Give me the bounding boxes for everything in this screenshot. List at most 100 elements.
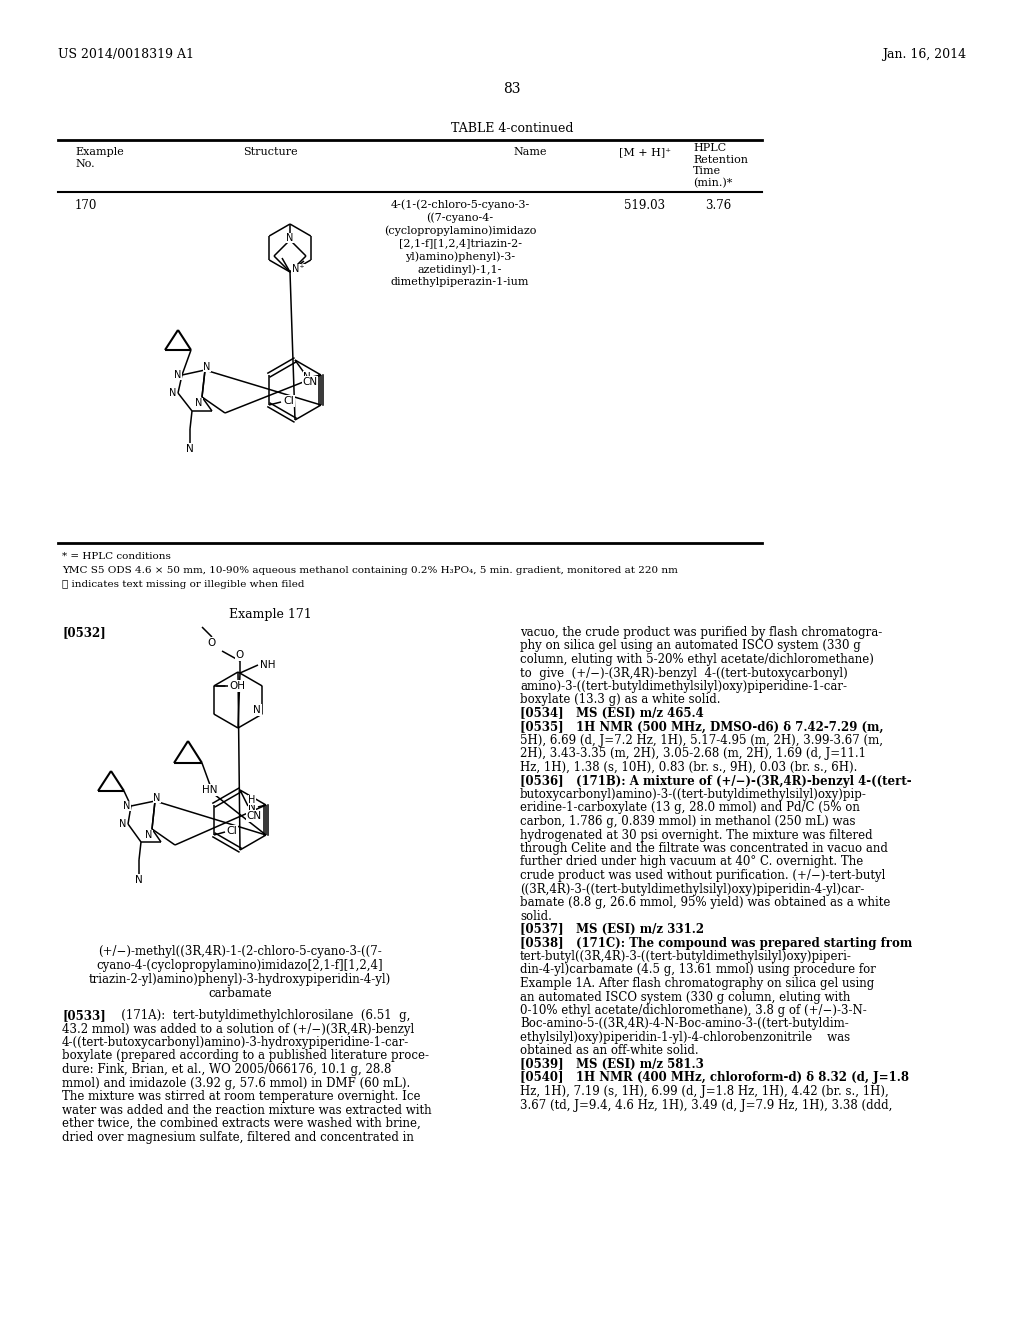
Text: [0539]   MS (ESI) m/z 581.3: [0539] MS (ESI) m/z 581.3 xyxy=(520,1059,703,1071)
Text: tert-butyl((3R,4R)-3-((tert-butyldimethylsilyl)oxy)piperi-: tert-butyl((3R,4R)-3-((tert-butyldimethy… xyxy=(520,950,852,964)
Text: yl)amino)phenyl)-3-: yl)amino)phenyl)-3- xyxy=(404,251,515,261)
Text: azetidinyl)-1,1-: azetidinyl)-1,1- xyxy=(418,264,502,275)
Text: Hz, 1H), 1.38 (s, 10H), 0.83 (br. s., 9H), 0.03 (br. s., 6H).: Hz, 1H), 1.38 (s, 10H), 0.83 (br. s., 9H… xyxy=(520,762,857,774)
Text: 5H), 6.69 (d, J=7.2 Hz, 1H), 5.17-4.95 (m, 2H), 3.99-3.67 (m,: 5H), 6.69 (d, J=7.2 Hz, 1H), 5.17-4.95 (… xyxy=(520,734,883,747)
Text: [M + H]⁺: [M + H]⁺ xyxy=(618,147,671,157)
Text: HPLC
Retention
Time
(min.)*: HPLC Retention Time (min.)* xyxy=(693,143,748,189)
Text: carbon, 1.786 g, 0.839 mmol) in methanol (250 mL) was: carbon, 1.786 g, 0.839 mmol) in methanol… xyxy=(520,814,855,828)
Text: US 2014/0018319 A1: US 2014/0018319 A1 xyxy=(58,48,194,61)
Text: further dried under high vacuum at 40° C. overnight. The: further dried under high vacuum at 40° C… xyxy=(520,855,863,869)
Text: cyano-4-(cyclopropylamino)imidazo[2,1-f][1,2,4]: cyano-4-(cyclopropylamino)imidazo[2,1-f]… xyxy=(96,960,383,972)
Text: 2H), 3.43-3.35 (m, 2H), 3.05-2.68 (m, 2H), 1.69 (d, J=11.1: 2H), 3.43-3.35 (m, 2H), 3.05-2.68 (m, 2H… xyxy=(520,747,866,760)
Text: [0535]   1H NMR (500 MHz, DMSO-d6) δ 7.42-7.29 (m,: [0535] 1H NMR (500 MHz, DMSO-d6) δ 7.42-… xyxy=(520,721,884,734)
Text: Hz, 1H), 7.19 (s, 1H), 6.99 (d, J=1.8 Hz, 1H), 4.42 (br. s., 1H),: Hz, 1H), 7.19 (s, 1H), 6.99 (d, J=1.8 Hz… xyxy=(520,1085,889,1098)
Text: (cyclopropylamino)imidazo: (cyclopropylamino)imidazo xyxy=(384,224,537,235)
Text: The mixture was stirred at room temperature overnight. Ice: The mixture was stirred at room temperat… xyxy=(62,1090,421,1104)
Text: Jan. 16, 2014: Jan. 16, 2014 xyxy=(882,48,966,61)
Text: an automated ISCO system (330 g column, eluting with: an automated ISCO system (330 g column, … xyxy=(520,990,850,1003)
Text: [0537]   MS (ESI) m/z 331.2: [0537] MS (ESI) m/z 331.2 xyxy=(520,923,705,936)
Text: butoxycarbonyl)amino)-3-((tert-butyldimethylsilyl)oxy)pip-: butoxycarbonyl)amino)-3-((tert-butyldime… xyxy=(520,788,867,801)
Text: Cl: Cl xyxy=(226,826,238,836)
Text: to  give  (+/−)-(3R,4R)-benzyl  4-((tert-butoxycarbonyl): to give (+/−)-(3R,4R)-benzyl 4-((tert-bu… xyxy=(520,667,848,680)
Text: N: N xyxy=(135,875,143,884)
Text: CN: CN xyxy=(302,378,317,387)
Text: N: N xyxy=(169,388,177,399)
Text: N: N xyxy=(154,793,161,803)
Text: N: N xyxy=(145,830,153,840)
Text: CN: CN xyxy=(247,810,261,821)
Text: mmol) and imidazole (3.92 g, 57.6 mmol) in DMF (60 mL).: mmol) and imidazole (3.92 g, 57.6 mmol) … xyxy=(62,1077,411,1089)
Text: 43.2 mmol) was added to a solution of (+/−)(3R,4R)-benzyl: 43.2 mmol) was added to a solution of (+… xyxy=(62,1023,415,1035)
Text: N: N xyxy=(287,234,294,243)
Text: dried over magnesium sulfate, filtered and concentrated in: dried over magnesium sulfate, filtered a… xyxy=(62,1130,414,1143)
Text: [0534]   MS (ESI) m/z 465.4: [0534] MS (ESI) m/z 465.4 xyxy=(520,708,703,719)
Text: O: O xyxy=(208,638,216,648)
Text: amino)-3-((tert-butyldimethylsilyl)oxy)piperidine-1-car-: amino)-3-((tert-butyldimethylsilyl)oxy)p… xyxy=(520,680,847,693)
Text: triazin-2-yl)amino)phenyl)-3-hydroxypiperidin-4-yl): triazin-2-yl)amino)phenyl)-3-hydroxypipe… xyxy=(89,973,391,986)
Text: OH: OH xyxy=(229,681,246,690)
Text: N: N xyxy=(186,444,194,454)
Text: TABLE 4-continued: TABLE 4-continued xyxy=(451,121,573,135)
Text: [2,1-f][1,2,4]triazin-2-: [2,1-f][1,2,4]triazin-2- xyxy=(398,238,521,248)
Text: N: N xyxy=(120,818,127,829)
Text: crude product was used without purification. (+/−)-tert-butyl: crude product was used without purificat… xyxy=(520,869,886,882)
Text: Name: Name xyxy=(513,147,547,157)
Text: [0533]: [0533] xyxy=(62,1008,105,1022)
Text: water was added and the reaction mixture was extracted with: water was added and the reaction mixture… xyxy=(62,1104,432,1117)
Text: (171A):  tert-butyldimethylchlorosilane  (6.51  g,: (171A): tert-butyldimethylchlorosilane (… xyxy=(110,1008,411,1022)
Text: [0538]   (171C): The compound was prepared starting from: [0538] (171C): The compound was prepared… xyxy=(520,936,912,949)
Text: N: N xyxy=(196,399,203,408)
Text: din-4-yl)carbamate (4.5 g, 13.61 mmol) using procedure for: din-4-yl)carbamate (4.5 g, 13.61 mmol) u… xyxy=(520,964,876,977)
Text: 170: 170 xyxy=(75,199,97,213)
Text: HN: HN xyxy=(203,785,218,795)
Text: vacuo, the crude product was purified by flash chromatogra-: vacuo, the crude product was purified by… xyxy=(520,626,883,639)
Text: solid.: solid. xyxy=(520,909,552,923)
Text: hydrogenated at 30 psi overnight. The mixture was filtered: hydrogenated at 30 psi overnight. The mi… xyxy=(520,829,872,842)
Text: ether twice, the combined extracts were washed with brine,: ether twice, the combined extracts were … xyxy=(62,1117,421,1130)
Text: Example 171: Example 171 xyxy=(228,609,311,620)
Text: Example
No.: Example No. xyxy=(75,147,124,169)
Text: ethylsilyl)oxy)piperidin-1-yl)-4-chlorobenzonitrile    was: ethylsilyl)oxy)piperidin-1-yl)-4-chlorob… xyxy=(520,1031,850,1044)
Text: Cl: Cl xyxy=(284,396,295,407)
Text: 3.67 (td, J=9.4, 4.6 Hz, 1H), 3.49 (d, J=7.9 Hz, 1H), 3.38 (ddd,: 3.67 (td, J=9.4, 4.6 Hz, 1H), 3.49 (d, J… xyxy=(520,1098,892,1111)
Text: boxylate (prepared according to a published literature proce-: boxylate (prepared according to a publis… xyxy=(62,1049,429,1063)
Text: dure: Fink, Brian, et al., WO 2005/066176, 10.1 g, 28.8: dure: Fink, Brian, et al., WO 2005/06617… xyxy=(62,1063,391,1076)
Text: [0532]: [0532] xyxy=(62,626,105,639)
Text: NH: NH xyxy=(260,660,275,671)
Text: N: N xyxy=(123,801,131,810)
Text: N: N xyxy=(204,362,211,372)
Text: N: N xyxy=(174,370,181,380)
Text: 0-10% ethyl acetate/dichloromethane), 3.8 g of (+/−)-3-N-: 0-10% ethyl acetate/dichloromethane), 3.… xyxy=(520,1005,866,1016)
Text: * = HPLC conditions: * = HPLC conditions xyxy=(62,552,171,561)
Text: Boc-amino-5-((3R,4R)-4-N-Boc-amino-3-((tert-butyldim-: Boc-amino-5-((3R,4R)-4-N-Boc-amino-3-((t… xyxy=(520,1018,849,1031)
Text: Structure: Structure xyxy=(243,147,297,157)
Text: N⁺: N⁺ xyxy=(292,264,304,275)
Text: dimethylpiperazin-1-ium: dimethylpiperazin-1-ium xyxy=(391,277,529,286)
Text: 83: 83 xyxy=(503,82,521,96)
Text: [0540]   1H NMR (400 MHz, chloroform-d) δ 8.32 (d, J=1.8: [0540] 1H NMR (400 MHz, chloroform-d) δ … xyxy=(520,1072,909,1085)
Text: 519.03: 519.03 xyxy=(625,199,666,213)
Text: boxylate (13.3 g) as a white solid.: boxylate (13.3 g) as a white solid. xyxy=(520,693,721,706)
Text: phy on silica gel using an automated ISCO system (330 g: phy on silica gel using an automated ISC… xyxy=(520,639,861,652)
Text: (+/−)-methyl((3R,4R)-1-(2-chloro-5-cyano-3-((7-: (+/−)-methyl((3R,4R)-1-(2-chloro-5-cyano… xyxy=(98,945,382,958)
Text: eridine-1-carboxylate (13 g, 28.0 mmol) and Pd/C (5% on: eridine-1-carboxylate (13 g, 28.0 mmol) … xyxy=(520,801,860,814)
Text: YMC S5 ODS 4.6 × 50 mm, 10-90% aqueous methanol containing 0.2% H₃PO₄, 5 min. gr: YMC S5 ODS 4.6 × 50 mm, 10-90% aqueous m… xyxy=(62,566,678,576)
Text: carbamate: carbamate xyxy=(208,987,271,1001)
Text: 4-((tert-butoxycarbonyl)amino)-3-hydroxypiperidine-1-car-: 4-((tert-butoxycarbonyl)amino)-3-hydroxy… xyxy=(62,1036,410,1049)
Text: O: O xyxy=(236,649,244,660)
Text: ⓘ indicates text missing or illegible when filed: ⓘ indicates text missing or illegible wh… xyxy=(62,579,304,589)
Text: 3.76: 3.76 xyxy=(705,199,731,213)
Text: H: H xyxy=(248,795,256,805)
Text: [0536]   (171B): A mixture of (+/−)-(3R,4R)-benzyl 4-((tert-: [0536] (171B): A mixture of (+/−)-(3R,4R… xyxy=(520,775,911,788)
Text: N: N xyxy=(303,372,311,381)
Text: obtained as an off-white solid.: obtained as an off-white solid. xyxy=(520,1044,698,1057)
Text: Example 1A. After flash chromatography on silica gel using: Example 1A. After flash chromatography o… xyxy=(520,977,874,990)
Text: N: N xyxy=(253,705,261,715)
Text: column, eluting with 5-20% ethyl acetate/dichloromethane): column, eluting with 5-20% ethyl acetate… xyxy=(520,653,873,667)
Text: ((7-cyano-4-: ((7-cyano-4- xyxy=(426,213,494,223)
Text: ((3R,4R)-3-((tert-butyldimethylsilyl)oxy)piperidin-4-yl)car-: ((3R,4R)-3-((tert-butyldimethylsilyl)oxy… xyxy=(520,883,864,895)
Text: N: N xyxy=(248,803,256,812)
Text: bamate (8.8 g, 26.6 mmol, 95% yield) was obtained as a white: bamate (8.8 g, 26.6 mmol, 95% yield) was… xyxy=(520,896,891,909)
Text: through Celite and the filtrate was concentrated in vacuo and: through Celite and the filtrate was conc… xyxy=(520,842,888,855)
Text: 4-(1-(2-chloro-5-cyano-3-: 4-(1-(2-chloro-5-cyano-3- xyxy=(390,199,529,210)
